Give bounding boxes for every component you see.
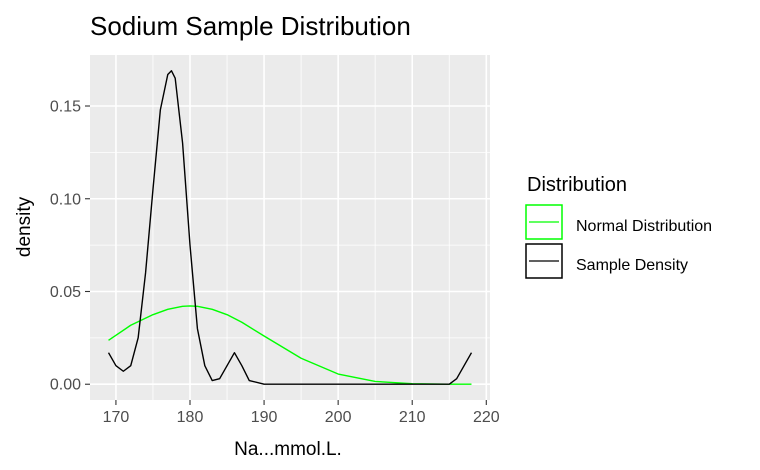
x-tick-label: 190 (251, 409, 278, 426)
y-tick-label: 0.00 (50, 377, 81, 394)
x-axis-title: Na...mmol.L. (234, 439, 342, 460)
series-line-sample-density (107, 70, 473, 385)
legend-title: Distribution (527, 174, 627, 196)
axis-ticks (85, 105, 487, 405)
x-tick-labels: 170 180 190 200 210 220 (103, 409, 500, 426)
x-tick-label: 210 (399, 409, 426, 426)
legend-label-sample-density: Sample Density (576, 257, 688, 274)
x-tick-label: 220 (473, 409, 500, 426)
x-tick-label: 180 (177, 409, 204, 426)
plot-panel (90, 55, 490, 400)
legend-label-normal-distribution: Normal Distribution (576, 218, 712, 235)
x-tick-label: 200 (325, 409, 352, 426)
x-tick-label: 170 (103, 409, 130, 426)
y-tick-label: 0.10 (50, 191, 81, 208)
chart-title: Sodium Sample Distribution (90, 11, 411, 41)
legend: Distribution Normal Distribution Sample … (525, 174, 712, 279)
y-axis-title: density (14, 196, 35, 257)
series-line-normal-distribution (108, 305, 472, 385)
y-tick-label: 0.15 (50, 99, 81, 116)
y-tick-labels: 0.00 0.05 0.10 0.15 (50, 99, 81, 394)
series-layer (107, 70, 473, 385)
legend-item-normal-distribution: Normal Distribution (525, 204, 712, 240)
y-tick-label: 0.05 (50, 284, 81, 301)
legend-item-sample-density: Sample Density (525, 243, 688, 279)
